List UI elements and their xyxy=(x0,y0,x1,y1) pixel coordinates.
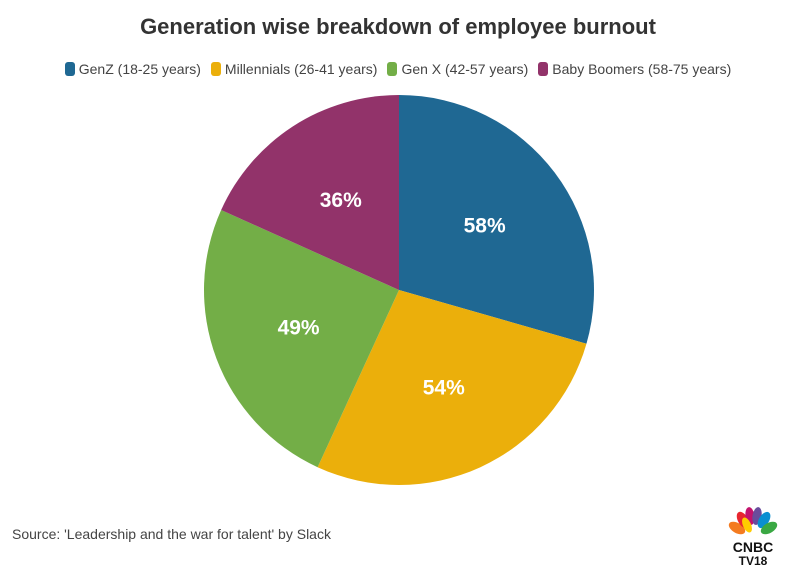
pie-slice-3 xyxy=(221,95,399,290)
legend-item-boomers: Baby Boomers (58-75 years) xyxy=(538,61,731,77)
legend-swatch xyxy=(538,62,549,76)
legend-item-millennials: Millennials (26-41 years) xyxy=(210,61,378,77)
data-label-0: 58% xyxy=(464,214,506,237)
legend-item-genz: GenZ (18-25 years) xyxy=(64,61,201,77)
legend-label: Gen X (42-57 years) xyxy=(401,61,529,77)
data-label-3: 36% xyxy=(320,189,362,212)
svg-text:CNBC: CNBC xyxy=(733,539,773,555)
legend: GenZ (18-25 years) Millennials (26-41 ye… xyxy=(0,61,796,77)
legend-swatch xyxy=(210,62,221,76)
svg-text:TV18: TV18 xyxy=(739,554,768,568)
data-label-2: 49% xyxy=(278,317,320,340)
pie-slice-1 xyxy=(317,290,587,485)
legend-item-genx: Gen X (42-57 years) xyxy=(387,61,528,77)
pie-slice-2 xyxy=(203,210,399,468)
legend-label: Baby Boomers (58-75 years) xyxy=(552,61,732,77)
legend-label: GenZ (18-25 years) xyxy=(78,61,201,77)
pie-slice-0 xyxy=(399,95,594,344)
legend-swatch xyxy=(64,62,75,76)
legend-swatch xyxy=(387,62,398,76)
data-label-1: 54% xyxy=(423,376,465,399)
legend-label: Millennials (26-41 years) xyxy=(224,61,378,77)
cnbc-tv18-logo: CNBC TV18 xyxy=(728,507,778,568)
source-note: Source: 'Leadership and the war for tale… xyxy=(12,526,331,542)
chart-title: Generation wise breakdown of employee bu… xyxy=(140,14,656,39)
